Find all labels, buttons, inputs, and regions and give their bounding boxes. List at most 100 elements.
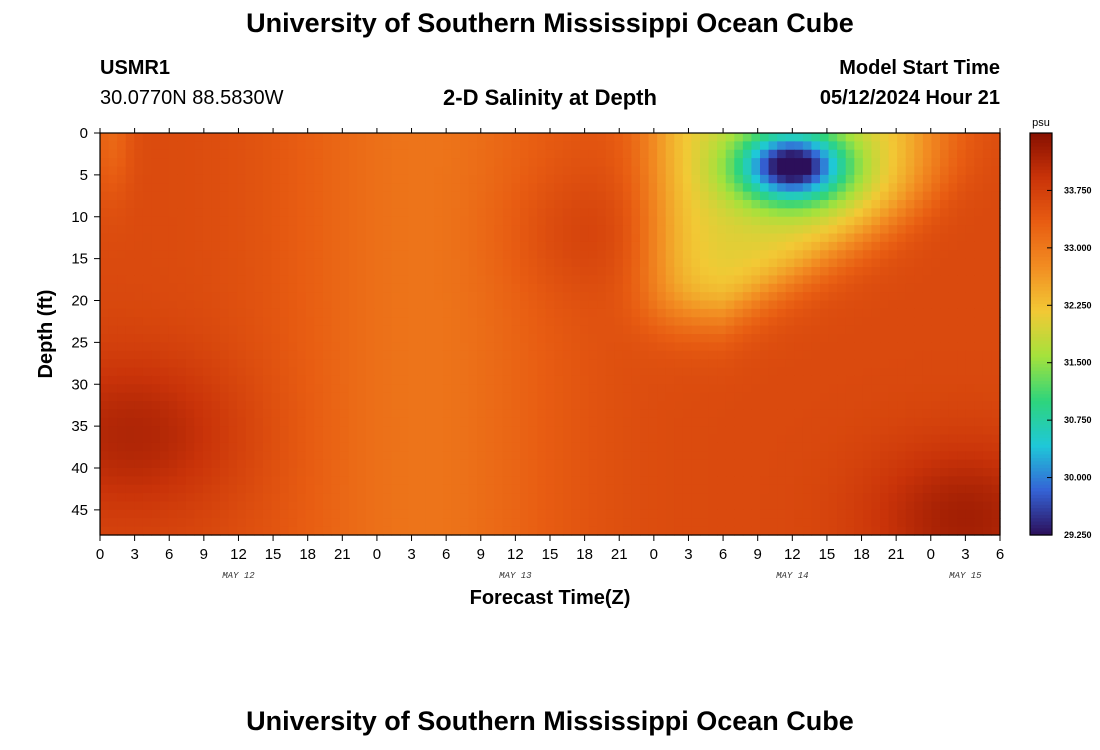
heatmap-cell [571, 459, 581, 469]
heatmap-cell [468, 267, 478, 276]
heatmap-cell [442, 493, 453, 503]
heatmap-cell [751, 392, 761, 402]
heatmap-cell [888, 484, 898, 494]
heatmap-cell [751, 308, 761, 318]
heatmap-cell [340, 200, 350, 209]
heatmap-cell [914, 317, 924, 327]
heatmap-cell [134, 468, 144, 477]
heatmap-cell [314, 267, 324, 276]
heatmap-cell [674, 426, 684, 436]
heatmap-cell [717, 258, 727, 268]
heatmap-cell [434, 417, 444, 427]
heatmap-cell [725, 509, 735, 519]
heatmap-cell [648, 241, 658, 251]
heatmap-cell [777, 308, 787, 318]
heatmap-cell [897, 459, 907, 469]
heatmap-cell [837, 434, 847, 444]
heatmap-cell [914, 367, 924, 377]
heatmap-cell [434, 174, 444, 184]
heatmap-cell [262, 518, 273, 528]
heatmap-cell [845, 317, 855, 327]
heatmap-cell [965, 417, 975, 427]
heatmap-cell [880, 417, 890, 427]
heatmap-cell [485, 350, 495, 360]
heatmap-cell [554, 417, 564, 427]
heatmap-cell [974, 434, 984, 444]
heatmap-cell [665, 509, 675, 519]
heatmap-cell [391, 392, 401, 402]
heatmap-cell [442, 392, 453, 402]
heatmap-cell [545, 208, 555, 218]
heatmap-cell [648, 501, 658, 511]
heatmap-cell [922, 283, 933, 293]
heatmap-cell [880, 367, 890, 377]
heatmap-cell [631, 509, 641, 519]
heatmap-cell [614, 166, 624, 176]
heatmap-cell [605, 208, 615, 218]
heatmap-cell [322, 342, 333, 352]
heatmap-cell [648, 141, 658, 151]
heatmap-cell [742, 442, 753, 452]
heatmap-cell [682, 493, 693, 503]
heatmap-cell [340, 308, 350, 318]
heatmap-cell [854, 509, 864, 519]
heatmap-cell [845, 283, 855, 293]
heatmap-cell [622, 225, 633, 235]
heatmap-cell [657, 493, 667, 503]
heatmap-cell [820, 451, 830, 461]
heatmap-cell [802, 334, 813, 343]
heatmap-cell [931, 241, 941, 251]
heatmap-cell [631, 158, 641, 168]
heatmap-cell [820, 292, 830, 302]
heatmap-cell [760, 451, 770, 461]
heatmap-cell [545, 384, 555, 394]
heatmap-cell [305, 300, 315, 310]
heatmap-cell [511, 191, 521, 201]
heatmap-cell [597, 334, 607, 343]
heatmap-cell [400, 225, 410, 235]
heatmap-cell [442, 426, 453, 436]
heatmap-cell [880, 141, 890, 151]
heatmap-cell [957, 317, 967, 327]
heatmap-cell [237, 292, 247, 302]
heatmap-cell [794, 392, 804, 402]
heatmap-cell [717, 468, 727, 477]
heatmap-cell [305, 208, 315, 218]
heatmap-cell [580, 300, 590, 310]
heatmap-cell [931, 434, 941, 444]
heatmap-cell [811, 174, 821, 184]
heatmap-cell [845, 509, 855, 519]
heatmap-cell [220, 401, 230, 410]
heatmap-cell [391, 509, 401, 519]
heatmap-cell [888, 384, 898, 394]
heatmap-cell [648, 342, 658, 352]
heatmap-cell [382, 484, 393, 494]
heatmap-cell [494, 317, 504, 327]
heatmap-cell [237, 267, 247, 276]
heatmap-cell [691, 225, 701, 235]
heatmap-cell [940, 149, 950, 159]
heatmap-cell [631, 283, 641, 293]
heatmap-cell [854, 325, 864, 335]
heatmap-cell [485, 417, 495, 427]
heatmap-cell [528, 258, 538, 268]
heatmap-cell [151, 459, 161, 469]
heatmap-cell [262, 141, 273, 151]
heatmap-cell [117, 308, 127, 318]
heatmap-cell [537, 417, 547, 427]
heatmap-cell [520, 401, 530, 410]
heatmap-cell [914, 241, 924, 251]
heatmap-cell [717, 476, 727, 486]
heatmap-cell [785, 392, 795, 402]
heatmap-cell [640, 250, 650, 260]
heatmap-cell [228, 216, 238, 226]
heatmap-cell [965, 493, 975, 503]
heatmap-cell [451, 233, 461, 243]
heatmap-cell [588, 359, 598, 369]
heatmap-cell [108, 300, 118, 310]
heatmap-cell [614, 325, 624, 335]
heatmap-cell [905, 375, 915, 385]
heatmap-cell [297, 233, 307, 243]
heatmap-cell [828, 409, 838, 419]
heatmap-cell [365, 300, 375, 310]
